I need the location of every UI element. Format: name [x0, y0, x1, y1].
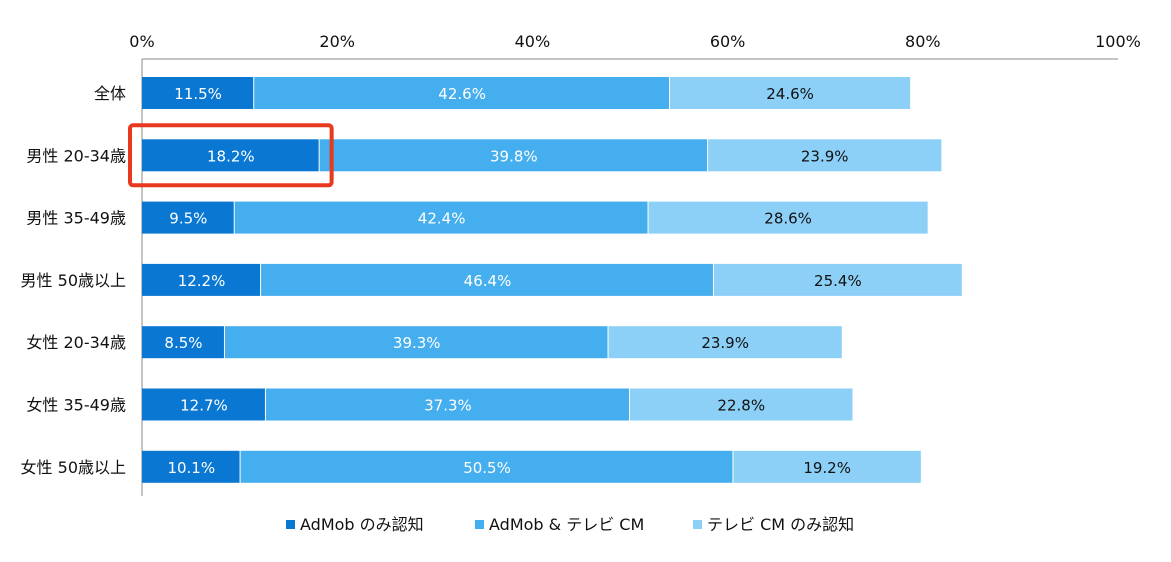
bar-segment — [240, 450, 733, 483]
legend-swatch — [693, 520, 702, 529]
x-tick-label: 0% — [129, 32, 154, 51]
data-label: 25.4% — [814, 272, 862, 290]
bar-segment — [142, 263, 261, 296]
x-tick-label: 100% — [1095, 32, 1141, 51]
category-label: 女性 35-49歳 — [26, 396, 126, 415]
data-label: 42.4% — [418, 210, 466, 228]
data-label: 23.9% — [801, 147, 849, 165]
x-tick-label: 40% — [515, 32, 551, 51]
data-label: 39.3% — [393, 334, 441, 352]
bar-segment — [142, 388, 265, 421]
data-label: 24.6% — [766, 85, 814, 103]
x-tick-label: 60% — [710, 32, 746, 51]
category-label: 男性 50歳以上 — [21, 271, 126, 290]
data-label: 22.8% — [717, 397, 765, 415]
bar-segment — [142, 201, 234, 234]
bar-segment — [648, 201, 928, 234]
data-label: 8.5% — [164, 334, 202, 352]
data-label: 12.2% — [178, 272, 226, 290]
bar-segment — [608, 326, 842, 359]
category-label: 男性 20-34歳 — [26, 146, 126, 165]
highlight-box — [128, 123, 334, 188]
data-label: 9.5% — [169, 210, 207, 228]
bar-segment — [733, 450, 921, 483]
bar-segment — [265, 388, 629, 421]
data-label: 46.4% — [464, 272, 512, 290]
category-label: 女性 50歳以上 — [21, 458, 126, 477]
legend-label: AdMob のみ認知 — [300, 515, 424, 534]
bar-segment — [708, 139, 942, 172]
bar-segment — [713, 263, 962, 296]
legend-swatch — [475, 520, 484, 529]
bar-segment — [224, 326, 608, 359]
bar-segment — [142, 77, 254, 109]
category-label: 男性 35-49歳 — [26, 209, 126, 228]
data-label: 19.2% — [803, 459, 851, 477]
bar-segment — [142, 450, 240, 483]
bar-segment — [234, 201, 648, 234]
category-label: 全体 — [94, 84, 126, 103]
bar-segment — [254, 77, 670, 109]
data-label: 37.3% — [424, 397, 472, 415]
data-label: 11.5% — [174, 85, 222, 103]
x-tick-label: 80% — [905, 32, 941, 51]
data-label: 12.7% — [180, 397, 228, 415]
bar-segment — [319, 139, 708, 172]
data-label: 39.8% — [490, 147, 538, 165]
category-label: 女性 20-34歳 — [26, 333, 126, 352]
x-tick-label: 20% — [319, 32, 355, 51]
bar-segment — [630, 388, 853, 421]
legend-swatch — [286, 520, 295, 529]
data-label: 18.2% — [207, 147, 255, 165]
bar-segment — [670, 77, 911, 109]
data-label: 42.6% — [438, 85, 486, 103]
data-label: 50.5% — [463, 459, 511, 477]
bar-segment — [142, 139, 319, 172]
data-label: 28.6% — [764, 210, 812, 228]
data-label: 23.9% — [701, 334, 749, 352]
bar-segment — [142, 326, 224, 359]
bar-segment — [261, 263, 713, 296]
legend-label: AdMob & テレビ CM — [489, 515, 644, 534]
data-label: 10.1% — [167, 459, 215, 477]
legend-label: テレビ CM のみ認知 — [707, 515, 854, 534]
